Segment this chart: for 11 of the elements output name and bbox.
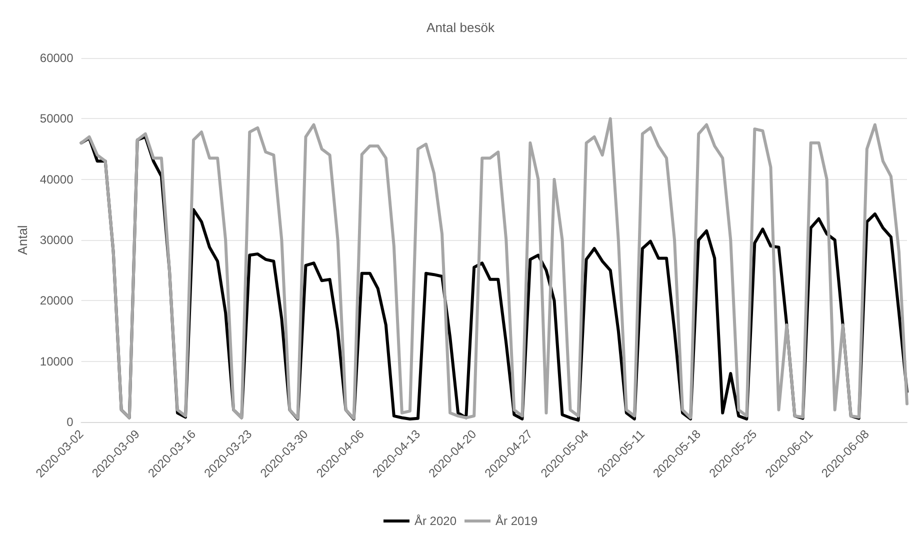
- y-tick-label: 20000: [40, 294, 74, 308]
- y-tick-label: 30000: [40, 233, 74, 247]
- legend-label: År 2019: [496, 514, 538, 528]
- y-axis-title: Antal: [15, 225, 30, 255]
- y-tick-label: 60000: [40, 51, 74, 65]
- y-tick-label: 10000: [40, 354, 74, 368]
- y-tick-label: 50000: [40, 112, 74, 126]
- chart-title: Antal besök: [426, 20, 495, 35]
- y-tick-label: 0: [66, 415, 74, 429]
- y-tick-label: 40000: [40, 172, 74, 186]
- legend-label: År 2020: [414, 514, 457, 528]
